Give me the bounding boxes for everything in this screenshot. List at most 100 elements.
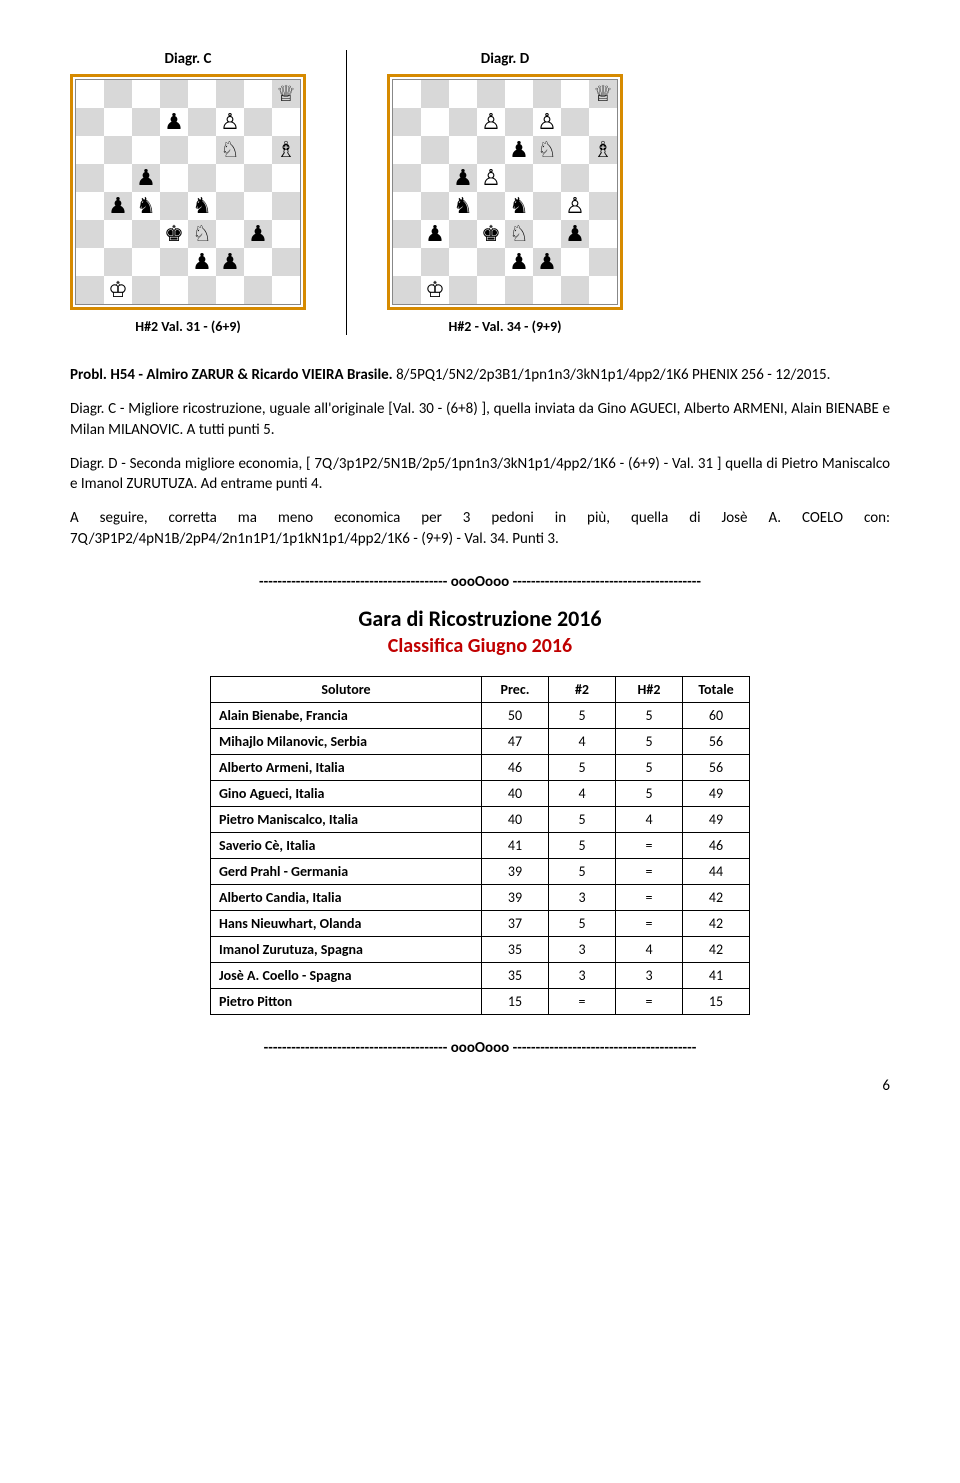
ranking-table: SolutorePrec.#2H#2Totale Alain Bienabe, …: [210, 676, 750, 1015]
square: ♙: [477, 164, 505, 192]
square: [505, 80, 533, 108]
square: ♞: [505, 192, 533, 220]
table-row: Hans Nieuwhart, Olanda375=42: [211, 910, 750, 936]
square: [188, 276, 216, 304]
square: [272, 220, 300, 248]
square: [561, 80, 589, 108]
solver-name-cell: Gerd Prahl - Germania: [211, 858, 482, 884]
score-cell: 46: [482, 754, 549, 780]
square: [188, 108, 216, 136]
square: [132, 248, 160, 276]
paragraph-2: Diagr. C - Migliore ricostruzione, ugual…: [70, 399, 890, 440]
square: [188, 164, 216, 192]
square: [533, 164, 561, 192]
square: ♘: [216, 136, 244, 164]
score-cell: 3: [549, 962, 616, 988]
square: [160, 248, 188, 276]
square: [160, 80, 188, 108]
square: [76, 192, 104, 220]
square: [160, 192, 188, 220]
square: ♟: [188, 248, 216, 276]
square: [477, 276, 505, 304]
square: [449, 136, 477, 164]
square: ♚: [477, 220, 505, 248]
square: ♘: [505, 220, 533, 248]
score-cell: 41: [683, 962, 750, 988]
score-cell: 5: [616, 754, 683, 780]
square: ♟: [160, 108, 188, 136]
square: ♞: [188, 192, 216, 220]
square: [272, 248, 300, 276]
score-cell: =: [616, 832, 683, 858]
ranking-header-cell: Totale: [683, 676, 750, 702]
solver-name-cell: Saverio Cè, Italia: [211, 832, 482, 858]
square: [104, 164, 132, 192]
square: [76, 220, 104, 248]
score-cell: 40: [482, 806, 549, 832]
square: [244, 136, 272, 164]
score-cell: 5: [549, 832, 616, 858]
square: [160, 164, 188, 192]
divider-bottom: ----------------------------------------…: [70, 1039, 890, 1057]
square: ♟: [561, 220, 589, 248]
square: ♟: [505, 248, 533, 276]
solver-name-cell: Pietro Pitton: [211, 988, 482, 1014]
score-cell: 47: [482, 728, 549, 754]
square: ♗: [589, 136, 617, 164]
square: [477, 248, 505, 276]
score-cell: 50: [482, 702, 549, 728]
score-cell: 15: [482, 988, 549, 1014]
square: [589, 108, 617, 136]
score-cell: 41: [482, 832, 549, 858]
diagram-c-board: ♕♟♙♘♗♟♟♞♞♚♘♟♟♟♔: [75, 79, 301, 305]
square: [104, 248, 132, 276]
table-row: Gerd Prahl - Germania395=44: [211, 858, 750, 884]
square: ♟: [505, 136, 533, 164]
score-cell: 42: [683, 936, 750, 962]
score-cell: 56: [683, 728, 750, 754]
square: [272, 276, 300, 304]
score-cell: 4: [549, 780, 616, 806]
solver-name-cell: Hans Nieuwhart, Olanda: [211, 910, 482, 936]
square: [272, 192, 300, 220]
score-cell: 35: [482, 962, 549, 988]
score-cell: 40: [482, 780, 549, 806]
square: [104, 108, 132, 136]
score-cell: 44: [683, 858, 750, 884]
diagram-d-caption: H#2 - Val. 34 - (9+9): [449, 318, 562, 335]
square: [104, 80, 132, 108]
score-cell: 35: [482, 936, 549, 962]
square: [244, 108, 272, 136]
score-cell: 3: [549, 884, 616, 910]
solver-name-cell: Pietro Maniscalco, Italia: [211, 806, 482, 832]
diagram-c-board-wrap: ♕♟♙♘♗♟♟♞♞♚♘♟♟♟♔: [70, 74, 306, 310]
diagram-d-board: ♕♙♙♟♘♗♟♙♞♞♙♟♚♘♟♟♟♔: [392, 79, 618, 305]
square: [421, 80, 449, 108]
square: [160, 276, 188, 304]
square: [589, 220, 617, 248]
square: [132, 136, 160, 164]
score-cell: =: [549, 988, 616, 1014]
square: ♙: [533, 108, 561, 136]
divider-top: ----------------------------------------…: [70, 573, 890, 591]
square: [393, 192, 421, 220]
ranking-header-cell: H#2: [616, 676, 683, 702]
ranking-thead: SolutorePrec.#2H#2Totale: [211, 676, 750, 702]
square: [393, 108, 421, 136]
square: ♟: [533, 248, 561, 276]
score-cell: 5: [549, 858, 616, 884]
score-cell: 46: [683, 832, 750, 858]
page-number: 6: [70, 1077, 890, 1095]
table-row: Josè A. Coello - Spagna353341: [211, 962, 750, 988]
square: [449, 80, 477, 108]
square: ♟: [132, 164, 160, 192]
score-cell: 42: [683, 910, 750, 936]
score-cell: 42: [683, 884, 750, 910]
score-cell: 5: [616, 702, 683, 728]
square: [589, 164, 617, 192]
square: [449, 108, 477, 136]
score-cell: 37: [482, 910, 549, 936]
square: [449, 220, 477, 248]
square: ♟: [216, 248, 244, 276]
ranking-header-cell: Prec.: [482, 676, 549, 702]
